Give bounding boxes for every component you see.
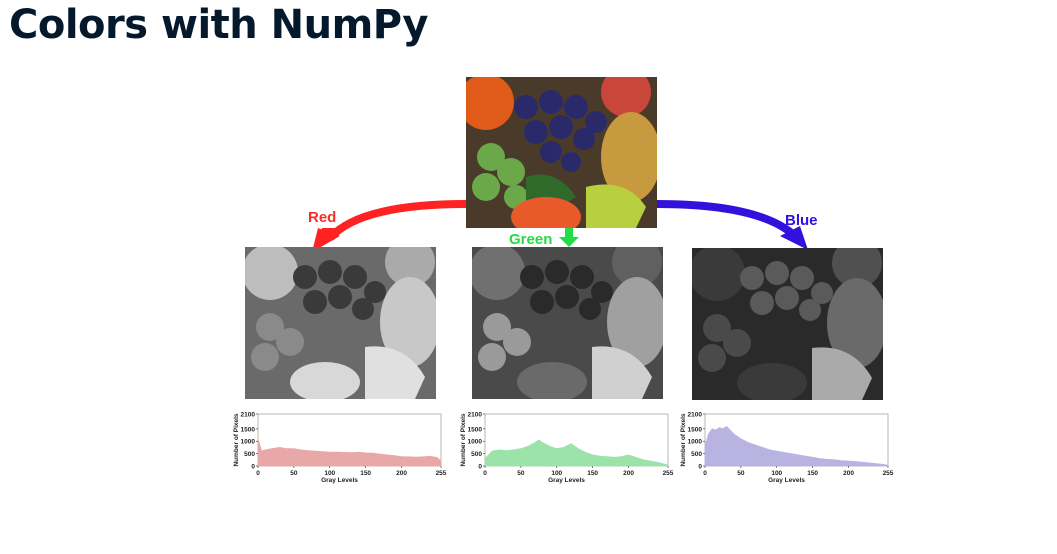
x-tick-label: 100 [551, 470, 562, 477]
histogram-area [704, 425, 889, 467]
y-tick-label: 2100 [688, 412, 703, 419]
histogram-area [257, 438, 442, 467]
y-tick-label: 1500 [241, 426, 256, 433]
x-tick-label: 50 [517, 470, 525, 477]
y-tick-label: 1500 [468, 426, 483, 433]
x-tick-label: 255 [436, 470, 447, 477]
x-tick-label: 100 [324, 470, 335, 477]
green-channel-photo [472, 247, 663, 399]
green-label: Green [509, 231, 553, 248]
x-axis-label: Gray Levels [548, 477, 585, 484]
y-tick-label: 0 [478, 464, 482, 471]
x-tick-label: 255 [663, 470, 674, 477]
y-axis-label: Number of Pixels [460, 413, 467, 466]
x-tick-label: 150 [587, 470, 598, 477]
y-tick-label: 0 [698, 464, 702, 471]
y-tick-label: 1000 [241, 439, 256, 446]
red-arrow [327, 200, 467, 241]
x-tick-label: 150 [360, 470, 371, 477]
x-axis-label: Gray Levels [321, 477, 358, 484]
red-histogram: 2100 1500 1000 500 00 50 100 150 200 255 Gray Leve… [233, 412, 447, 485]
y-axis-label: Number of Pixels [680, 413, 687, 466]
blue-arrow [656, 200, 798, 240]
x-tick-label: 200 [396, 470, 407, 477]
green-histogram: 2100 1500 1000 500 00 50 100 150 200 255 Gray Leve… [460, 412, 674, 485]
fruit-color-photo [466, 77, 657, 228]
histogram-area [484, 439, 669, 467]
blue-label: Blue [785, 212, 818, 229]
x-tick-label: 255 [883, 470, 894, 477]
green-arrow [559, 228, 579, 247]
page-title: Colors with NumPy [9, 2, 428, 48]
blue-histogram: 2100 1500 1000 500 00 50 100 150 200 255 Gray Leve… [680, 412, 894, 485]
x-tick-label: 0 [256, 470, 260, 477]
red-label: Red [308, 209, 337, 226]
y-tick-label: 1000 [468, 439, 483, 446]
y-tick-label: 500 [691, 451, 702, 458]
x-tick-label: 0 [483, 470, 487, 477]
red-channel-photo [245, 247, 436, 399]
y-tick-label: 2100 [468, 412, 483, 419]
y-tick-label: 0 [251, 464, 255, 471]
y-tick-label: 500 [471, 451, 482, 458]
y-tick-label: 2100 [241, 412, 256, 419]
x-tick-label: 50 [290, 470, 298, 477]
y-tick-label: 500 [244, 451, 255, 458]
blue-channel-photo [692, 248, 883, 400]
blue-arrowhead [780, 226, 808, 250]
y-tick-label: 1000 [688, 439, 703, 446]
channel-arrows [312, 200, 808, 252]
y-axis-label: Number of Pixels [233, 413, 240, 466]
x-tick-label: 50 [737, 470, 745, 477]
x-tick-label: 150 [807, 470, 818, 477]
x-tick-label: 100 [771, 470, 782, 477]
y-tick-label: 1500 [688, 426, 703, 433]
x-tick-label: 200 [843, 470, 854, 477]
x-axis-label: Gray Levels [768, 477, 805, 484]
x-tick-label: 200 [623, 470, 634, 477]
x-tick-label: 0 [703, 470, 707, 477]
